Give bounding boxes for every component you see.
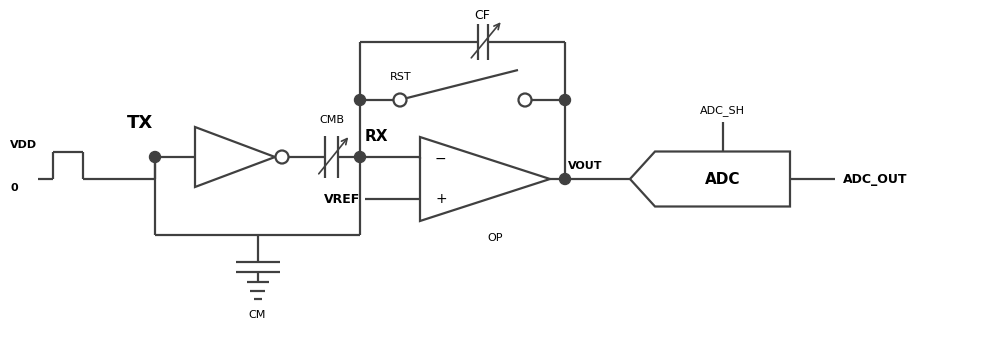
Circle shape [355,152,366,162]
Text: VDD: VDD [10,140,37,150]
Text: 0: 0 [10,183,18,193]
Circle shape [394,93,407,107]
Circle shape [518,93,532,107]
Text: −: − [435,152,447,166]
Circle shape [150,152,161,162]
Text: CF: CF [475,9,490,22]
Text: VOUT: VOUT [568,161,603,171]
Text: TX: TX [127,114,153,132]
Text: RST: RST [390,72,412,82]
Circle shape [355,94,366,105]
Text: CM: CM [249,310,266,320]
Text: VREF: VREF [324,193,360,206]
Text: RX: RX [365,129,389,144]
Text: ADC_SH: ADC_SH [700,105,745,117]
Circle shape [276,151,289,163]
Text: +: + [435,192,447,206]
Circle shape [560,174,570,185]
Text: ADC_OUT: ADC_OUT [843,172,908,186]
Text: OP: OP [487,233,503,243]
Circle shape [560,94,570,105]
Text: ADC: ADC [705,171,740,186]
Text: CMB: CMB [319,115,344,125]
